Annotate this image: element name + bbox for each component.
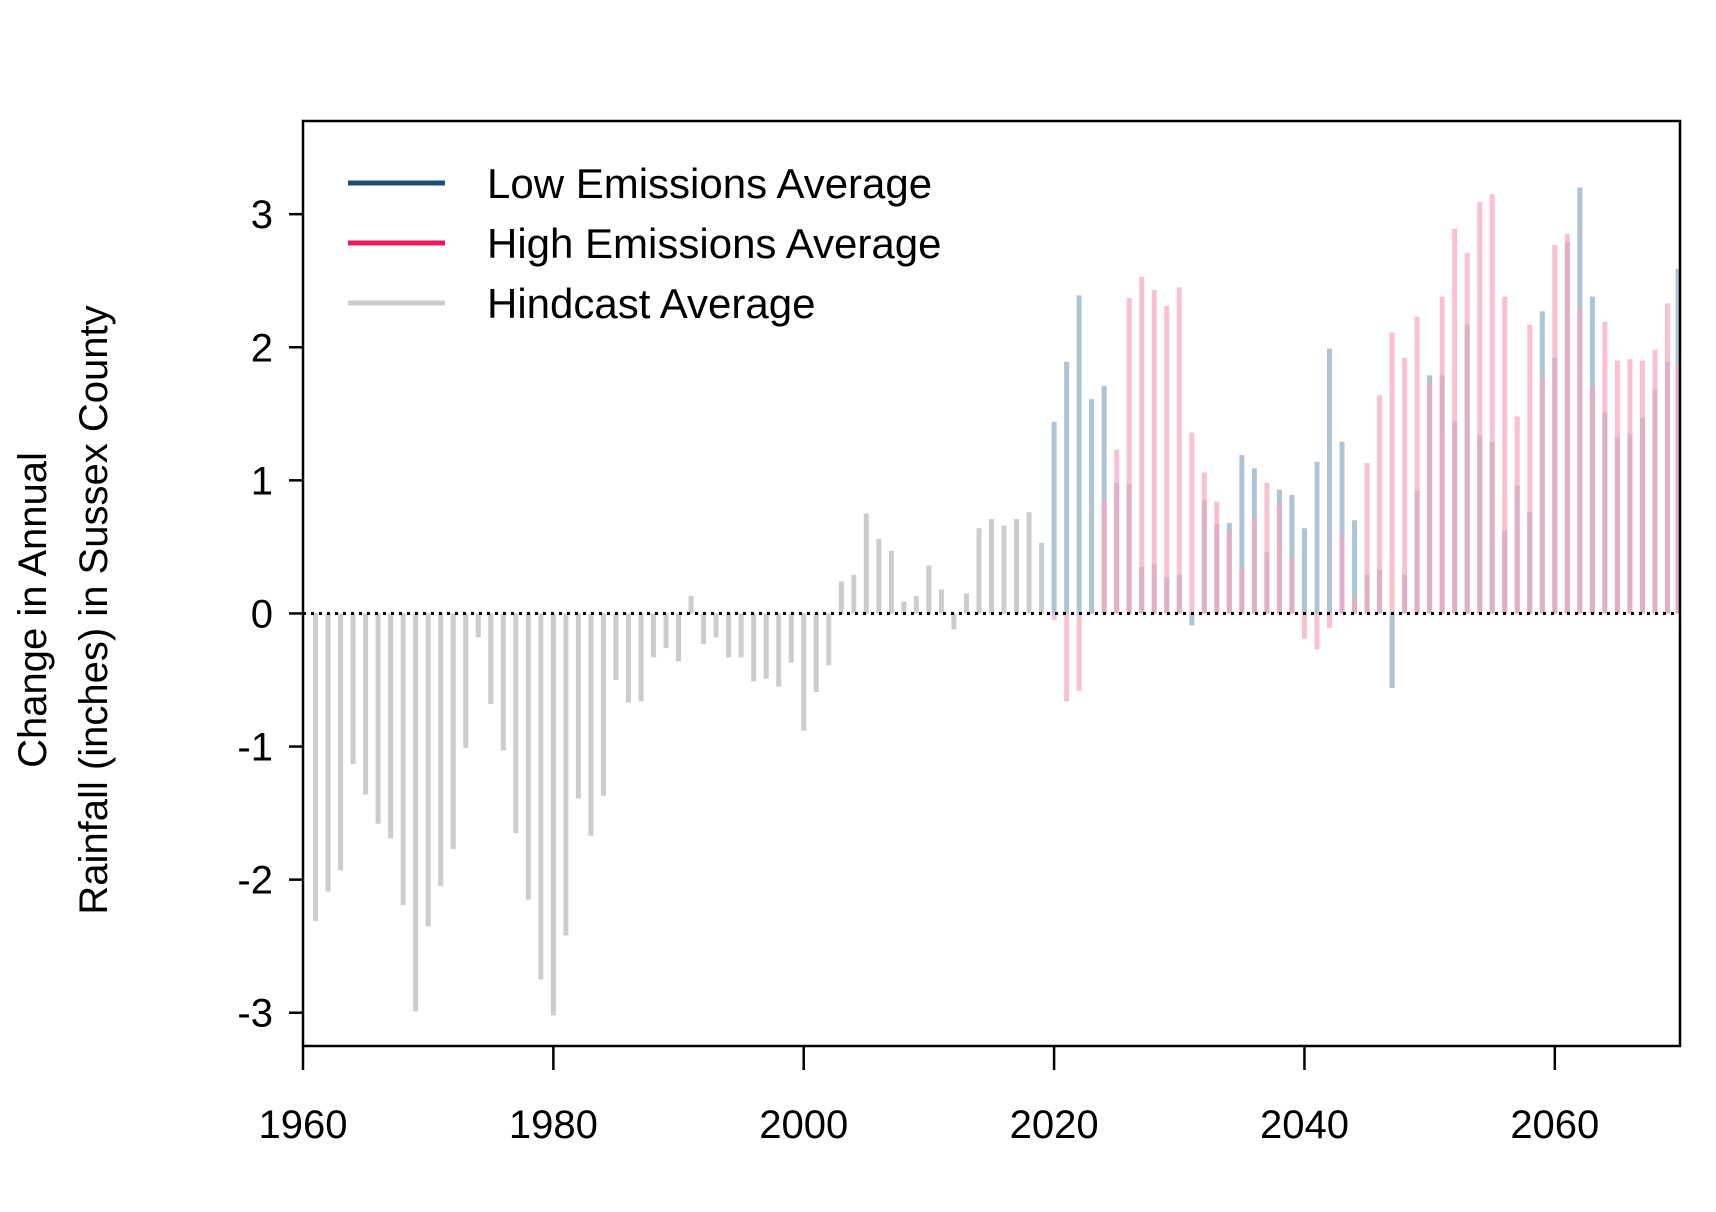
hindcast-bars: [313, 512, 1045, 1016]
legend-label: Low Emissions Average: [487, 160, 932, 207]
x-tick-label: 2060: [1510, 1103, 1599, 1147]
y-tick-label: -3: [237, 992, 273, 1036]
x-tick-label: 2040: [1260, 1103, 1349, 1147]
x-tick-label: 2000: [759, 1103, 848, 1147]
y-axis-title-line-1: Change in Annual: [11, 452, 55, 768]
y-tick-label: 2: [251, 326, 273, 370]
y-tick-label: -2: [237, 859, 273, 903]
x-axis: 1960 1980 2000 2020 2040 2060: [259, 1046, 1599, 1147]
y-axis: -3 -2 -1 0 1 2 3: [237, 193, 303, 1036]
x-tick-label: 1980: [509, 1103, 598, 1147]
plot-frame: [301, 119, 1682, 1048]
y-tick-label: -1: [237, 726, 273, 770]
legend: Low Emissions Average High Emissions Aver…: [348, 160, 941, 327]
high-emissions-bars: [1051, 194, 1681, 702]
y-axis-title-line-2: Rainfall (inches) in Sussex County: [72, 305, 116, 914]
x-tick-label: 2020: [1010, 1103, 1099, 1147]
y-tick-label: 1: [251, 459, 273, 503]
legend-label: High Emissions Average: [487, 220, 941, 267]
legend-label: Hindcast Average: [487, 280, 815, 327]
x-tick-label: 1960: [259, 1103, 348, 1147]
y-tick-label: 3: [251, 193, 273, 237]
y-tick-label: 0: [251, 592, 273, 636]
